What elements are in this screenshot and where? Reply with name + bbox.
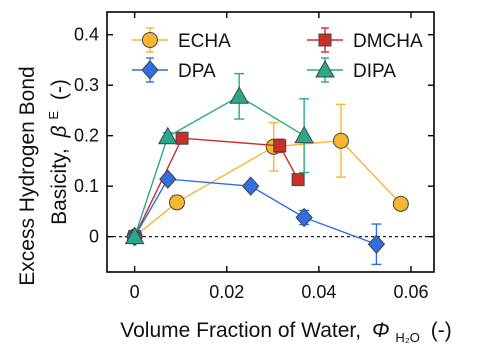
data-point-dmcha [292,174,304,186]
axis-layer: 0 0.02 0.04 0.06 0 0.1 0.2 0.3 0.4 [74,12,434,302]
plot-layer [107,74,434,265]
data-point-dmcha [274,140,286,152]
legend-marker-dpa [142,61,158,79]
x-axis-label-text: Volume Fraction of Water, [120,319,361,342]
data-point-dpa [296,208,312,226]
legend-item-dmcha: DMCHA [307,28,423,52]
y-axis-label-superscript: E [46,111,61,120]
x-tick-label: 0.02 [209,282,244,302]
data-point-echa [170,195,185,210]
data-point-dpa [160,170,176,188]
data-point-echa [333,133,348,148]
data-point-dmcha [176,132,188,144]
legend-label-echa: ECHA [178,31,231,52]
y-axis-label-text: Basicity, [48,148,71,225]
y-tick-label: 0.1 [74,176,99,196]
y-tick-label: 0.4 [74,25,99,45]
x-tick-label: 0 [130,282,140,302]
y-axis-label-unit: (-) [48,79,71,100]
data-point-dipa [230,87,248,103]
series-dmcha [129,132,304,242]
data-point-dipa [159,128,177,144]
y-tick-label: 0.2 [74,126,99,146]
legend: ECHA DMCHA DPA DIPA [132,28,423,82]
y-tick-label: 0 [89,227,99,247]
x-axis-label-unit: (-) [431,319,452,342]
legend-label-dipa: DIPA [353,61,396,82]
y-axis-label-line1: Excess Hydrogen Bond [16,66,39,285]
legend-marker-dmcha [319,34,331,46]
legend-item-echa: ECHA [132,28,231,52]
legend-item-dpa: DPA [132,58,216,82]
x-axis-label-subscript: H₂O [395,330,420,344]
series-dpa [127,170,385,264]
legend-marker-echa [143,33,158,48]
legend-label-dpa: DPA [178,61,216,82]
x-tick-label: 0.06 [393,282,428,302]
data-point-dpa [368,235,384,253]
x-axis-label-symbol: Φ [372,319,390,342]
y-tick-label: 0.3 [74,75,99,95]
legend-marker-dipa [316,61,334,77]
x-axis-label: Volume Fraction of Water, Φ H₂O (-) [120,319,451,344]
y-axis-label-line2: Basicity, β E (-) [40,79,71,225]
legend-label-dmcha: DMCHA [353,31,423,52]
data-point-dpa [243,177,259,195]
legend-item-dipa: DIPA [307,58,396,82]
data-point-echa [393,196,408,211]
series-dipa [126,74,313,244]
x-tick-label: 0.04 [301,282,336,302]
y-axis-label-symbol: β [48,125,71,138]
data-point-dipa [295,127,313,143]
